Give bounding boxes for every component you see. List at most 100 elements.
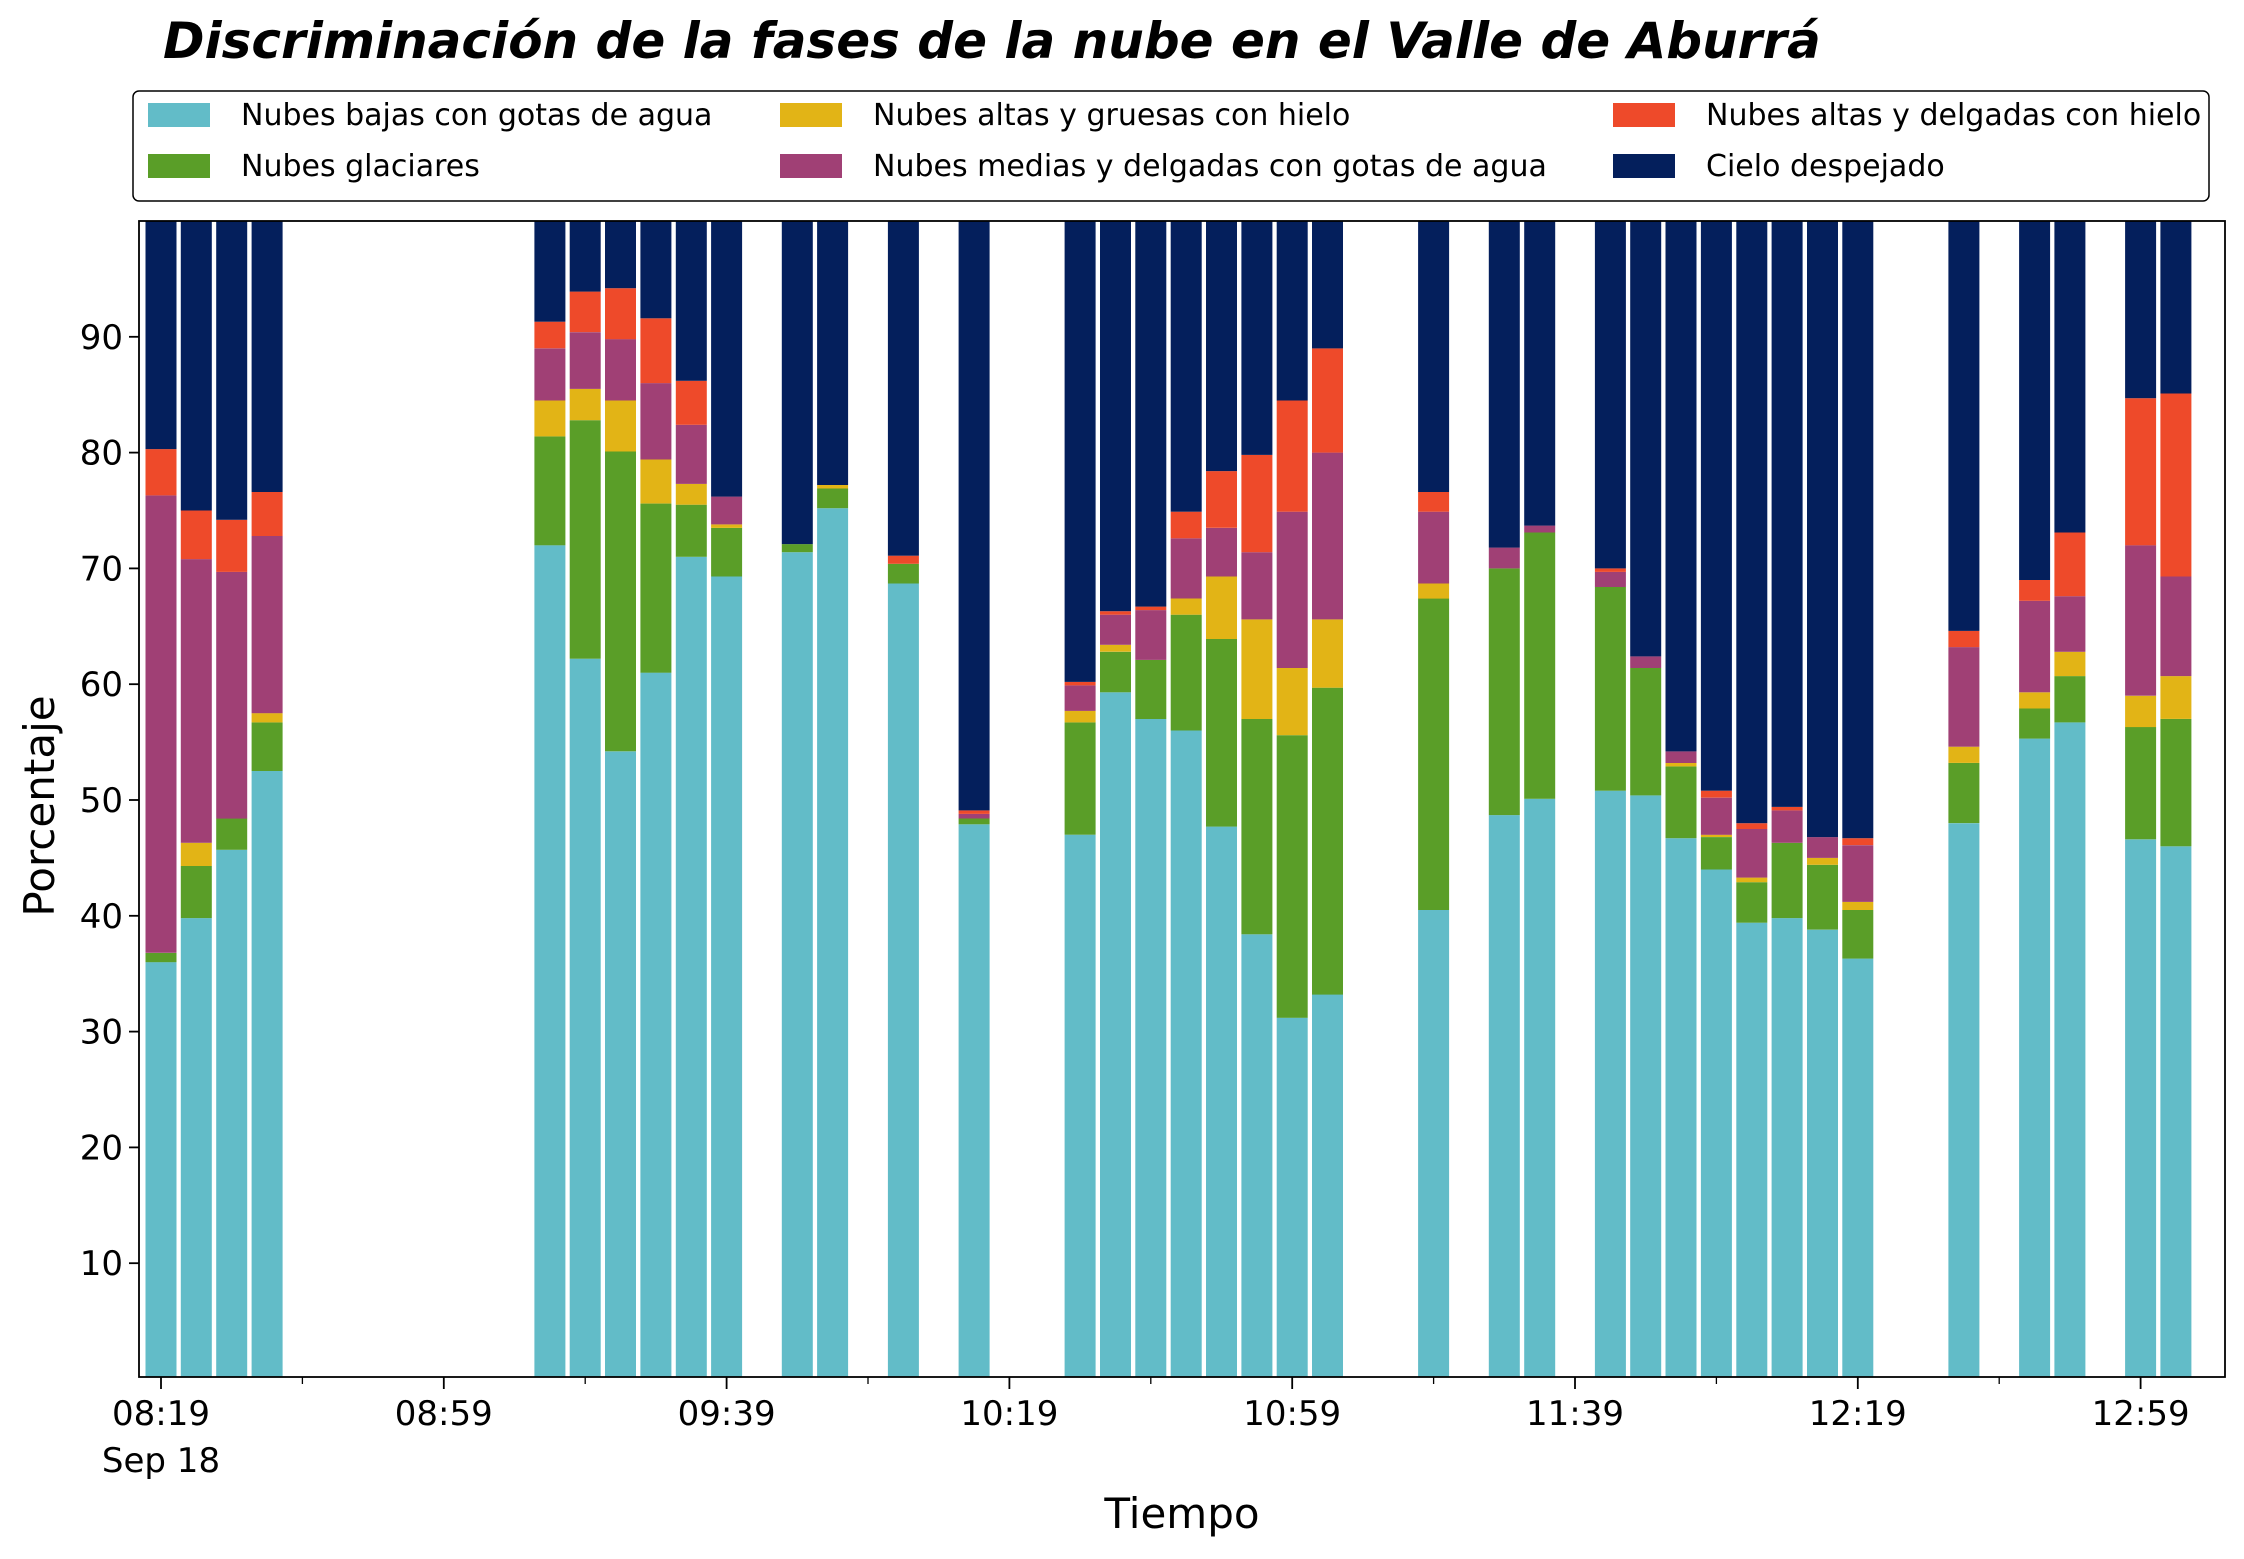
- bar-segment-6-2: [605, 400, 636, 452]
- bar-segment-17-2: [1170, 598, 1202, 615]
- bar-segment-28-0: [1700, 869, 1732, 1377]
- bar-segment-20-5: [1276, 221, 1308, 401]
- bar-segment-14-1: [1064, 722, 1096, 835]
- bar-segment-9-1: [711, 527, 743, 577]
- bar-segment-31-0: [1807, 929, 1838, 1377]
- bar-segment-13-5: [958, 221, 990, 811]
- bar-segment-33-4: [1948, 630, 1980, 648]
- bar-segment-8-3: [675, 424, 707, 484]
- bar-segment-17-1: [1170, 614, 1202, 731]
- bar-segment-6-1: [605, 451, 636, 752]
- bar-segment-15-4: [1100, 611, 1131, 615]
- bar-segment-0-1: [145, 952, 177, 963]
- bar-segment-5-2: [569, 388, 601, 421]
- bar-segment-9-5: [711, 221, 743, 497]
- bar-segment-18-0: [1206, 826, 1237, 1377]
- x-axis-ticks: 08:19 08:59 09:39 10:19 10:59 11:39 12:19 12:59…: [112, 1377, 2190, 1434]
- bar-segment-34-4: [2019, 580, 2051, 601]
- bar-segment-1-3: [180, 559, 212, 843]
- bar-segment-17-0: [1170, 730, 1202, 1377]
- y-tick-label: 90: [80, 318, 123, 358]
- bar-segment-7-1: [640, 503, 672, 673]
- bar-segment-19-3: [1241, 552, 1273, 620]
- bar-segment-11-2: [817, 485, 849, 489]
- bar-segment-37-2: [2160, 676, 2192, 719]
- bar-segment-18-5: [1206, 221, 1237, 472]
- bar-segment-25-1: [1594, 586, 1626, 791]
- bar-segment-17-3: [1170, 538, 1202, 599]
- x-tick-label: 08:19: [112, 1394, 210, 1434]
- bar-segment-32-0: [1842, 958, 1874, 1377]
- bar-segment-26-0: [1630, 795, 1662, 1377]
- x-date-label: Sep 18: [102, 1441, 220, 1481]
- bar-segment-3-0: [251, 771, 283, 1377]
- bar-segment-36-1: [2125, 727, 2157, 840]
- bar-segment-19-5: [1241, 221, 1273, 455]
- bar-segment-30-0: [1771, 918, 1803, 1377]
- x-tick-label: 12:59: [2092, 1394, 2190, 1434]
- bar-segment-10-1: [781, 544, 813, 553]
- bar-segment-18-3: [1206, 527, 1237, 577]
- bar-segment-8-4: [675, 380, 707, 425]
- bar-segment-21-1: [1312, 687, 1343, 995]
- bar-segment-35-4: [2054, 532, 2086, 597]
- bar-segment-20-0: [1276, 1017, 1308, 1377]
- bar-segment-31-3: [1807, 837, 1838, 858]
- bar-segment-33-3: [1948, 647, 1980, 747]
- bar-segment-0-0: [145, 962, 177, 1377]
- bar-segment-15-2: [1100, 644, 1131, 652]
- y-axis-ticks: 10 20 30 40 50 60 70 80 90: [80, 318, 139, 1284]
- bar-segment-27-0: [1665, 838, 1697, 1377]
- bar-segment-15-1: [1100, 651, 1131, 693]
- bar-segment-14-2: [1064, 710, 1096, 723]
- bar-segment-18-1: [1206, 639, 1237, 827]
- bar-segment-1-1: [180, 866, 212, 919]
- bar-segment-13-1: [958, 818, 990, 825]
- bar-segment-12-0: [887, 583, 919, 1377]
- bar-segment-30-4: [1771, 806, 1803, 811]
- bar-segment-29-5: [1736, 221, 1768, 824]
- bar-segment-3-4: [251, 492, 283, 536]
- bar-segment-16-4: [1135, 606, 1167, 611]
- bar-segment-30-3: [1771, 810, 1803, 843]
- bar-segment-36-2: [2125, 695, 2157, 728]
- bar-segment-5-0: [569, 658, 601, 1377]
- bar-segment-19-2: [1241, 619, 1273, 719]
- bar-segment-35-2: [2054, 651, 2086, 677]
- bar-segment-3-1: [251, 722, 283, 771]
- bar-segment-29-0: [1736, 922, 1768, 1377]
- legend-frame: [132, 90, 2210, 202]
- bar-segment-26-1: [1630, 668, 1662, 796]
- bar-segment-1-5: [180, 221, 212, 511]
- bar-segment-18-2: [1206, 576, 1237, 639]
- bar-segment-1-0: [180, 918, 212, 1377]
- bar-segment-16-3: [1135, 610, 1167, 660]
- bar-segment-15-5: [1100, 221, 1131, 612]
- bar-segment-36-0: [2125, 839, 2157, 1377]
- bar-segment-0-5: [145, 221, 177, 450]
- bar-segment-6-3: [605, 339, 636, 401]
- bar-segment-20-3: [1276, 511, 1308, 668]
- bar-segment-27-3: [1665, 751, 1697, 763]
- bar-segment-6-5: [605, 221, 636, 289]
- y-tick-label: 80: [80, 434, 123, 474]
- x-axis-label: Tiempo: [1103, 1489, 1259, 1538]
- bar-segment-24-5: [1524, 221, 1556, 526]
- bar-segment-22-3: [1418, 511, 1450, 584]
- bar-segment-29-2: [1736, 877, 1768, 883]
- bars: [145, 221, 2192, 1377]
- bar-segment-7-3: [640, 383, 672, 460]
- bar-segment-14-5: [1064, 221, 1096, 682]
- y-tick-label: 40: [80, 897, 123, 937]
- bar-segment-29-3: [1736, 829, 1768, 878]
- y-tick-label: 60: [80, 665, 123, 705]
- bar-segment-22-5: [1418, 221, 1450, 492]
- bar-segment-21-3: [1312, 452, 1343, 620]
- legend-swatch: [1613, 103, 1675, 127]
- legend-label: Cielo despejado: [1706, 149, 1945, 184]
- bar-segment-36-5: [2125, 221, 2157, 399]
- bar-segment-5-3: [569, 332, 601, 389]
- bar-segment-11-5: [817, 221, 849, 485]
- bar-segment-35-1: [2054, 676, 2086, 723]
- legend-label: Nubes altas y gruesas con hielo: [873, 98, 1350, 133]
